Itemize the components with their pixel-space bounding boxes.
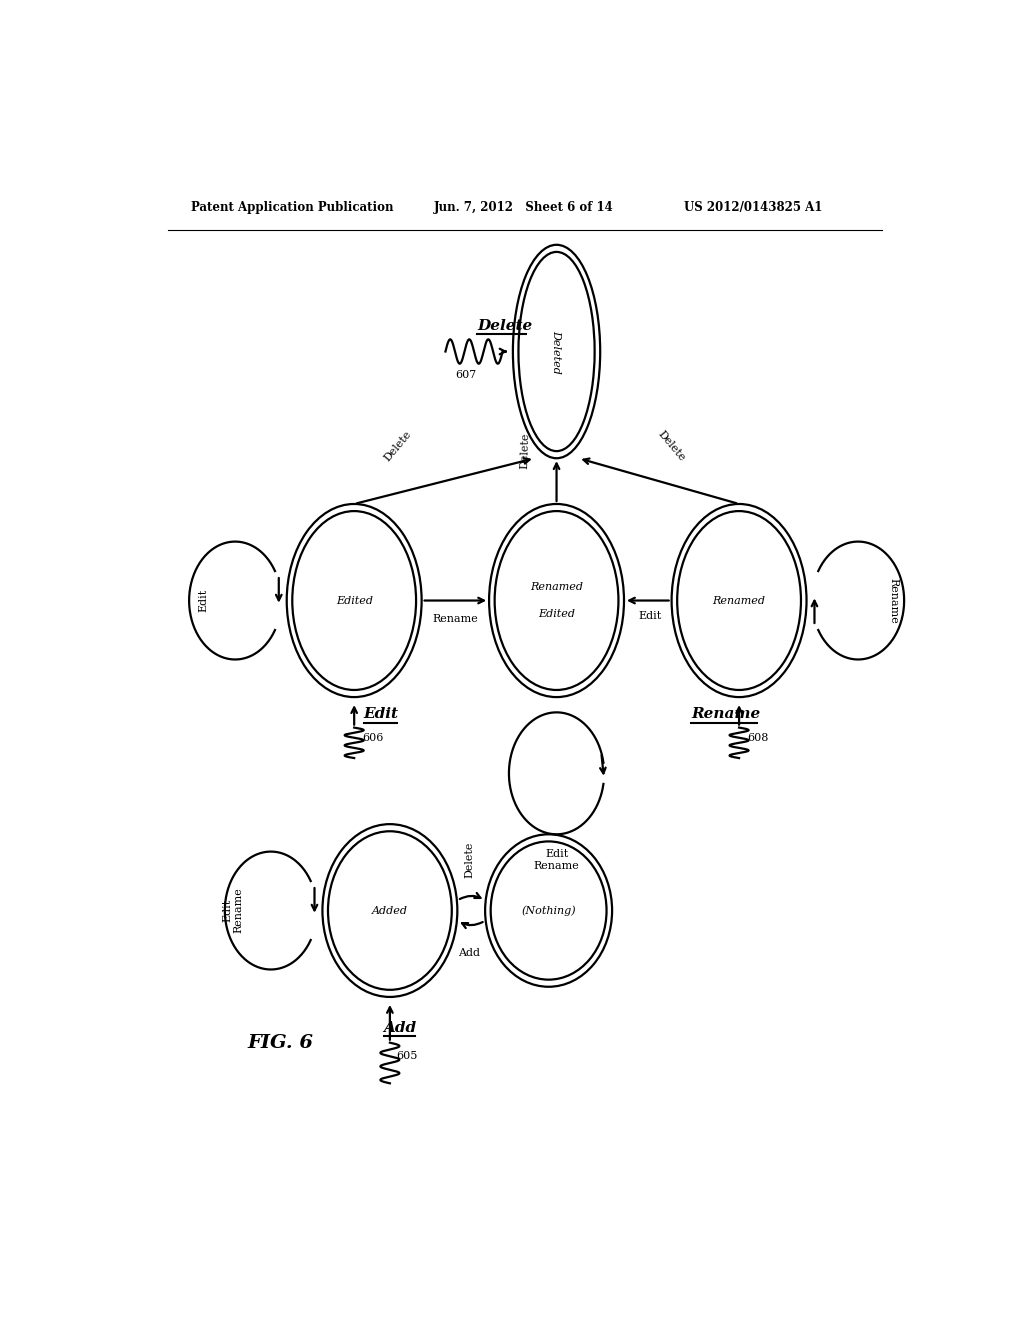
Text: Delete: Delete (656, 429, 687, 463)
Text: Added: Added (372, 906, 408, 916)
Ellipse shape (495, 511, 618, 690)
Text: Delete: Delete (519, 433, 530, 470)
Text: Rename: Rename (889, 578, 899, 623)
Text: Edit
Rename: Edit Rename (222, 887, 244, 933)
Text: Add: Add (459, 948, 480, 958)
Text: Edited: Edited (538, 609, 575, 619)
Ellipse shape (489, 504, 624, 697)
Ellipse shape (672, 504, 807, 697)
Ellipse shape (677, 511, 801, 690)
Ellipse shape (292, 511, 416, 690)
Text: Renamed: Renamed (530, 582, 583, 593)
Ellipse shape (328, 832, 452, 990)
Text: Add: Add (384, 1020, 417, 1035)
Text: Delete: Delete (477, 319, 532, 333)
Ellipse shape (518, 252, 595, 451)
Text: Edit: Edit (364, 708, 398, 722)
Text: FIG. 6: FIG. 6 (247, 1034, 313, 1052)
Text: Edit: Edit (639, 611, 662, 620)
Text: US 2012/0143825 A1: US 2012/0143825 A1 (684, 201, 822, 214)
Text: Edited: Edited (336, 595, 373, 606)
Ellipse shape (485, 834, 612, 987)
Text: Delete: Delete (382, 429, 414, 463)
Text: 606: 606 (362, 733, 383, 743)
Text: Rename: Rename (691, 708, 761, 722)
Text: (Nothing): (Nothing) (521, 906, 575, 916)
Text: Delete: Delete (464, 842, 474, 878)
Ellipse shape (287, 504, 422, 697)
Text: Jun. 7, 2012   Sheet 6 of 14: Jun. 7, 2012 Sheet 6 of 14 (433, 201, 613, 214)
Text: 607: 607 (455, 370, 476, 380)
Text: Deleted: Deleted (552, 330, 561, 374)
Text: 605: 605 (396, 1051, 418, 1061)
Text: 608: 608 (748, 733, 768, 743)
Ellipse shape (513, 244, 600, 458)
Ellipse shape (490, 841, 606, 979)
Text: Rename: Rename (432, 614, 478, 624)
Text: Edit: Edit (199, 589, 209, 612)
Text: Renamed: Renamed (713, 595, 766, 606)
Text: Patent Application Publication: Patent Application Publication (191, 201, 394, 214)
Ellipse shape (323, 824, 458, 997)
Text: Edit
Rename: Edit Rename (534, 849, 580, 870)
